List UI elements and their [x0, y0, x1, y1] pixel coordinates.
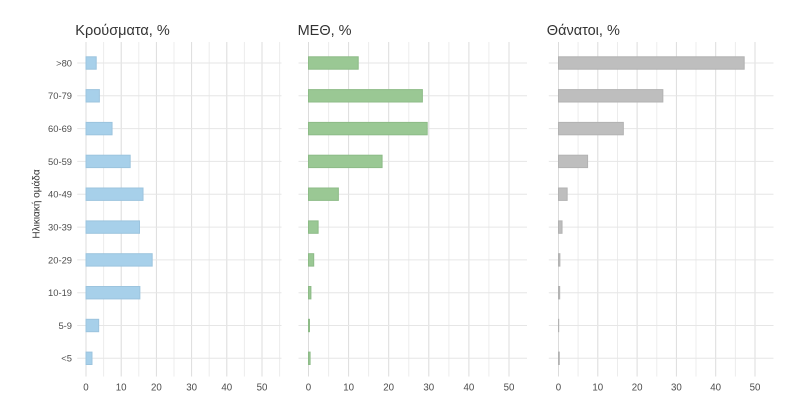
svg-text:>80: >80: [56, 57, 72, 68]
svg-text:40: 40: [464, 383, 475, 394]
svg-text:10: 10: [592, 383, 603, 394]
svg-text:30: 30: [186, 383, 197, 394]
svg-text:70-79: 70-79: [48, 90, 72, 101]
svg-text:40: 40: [221, 383, 232, 394]
svg-text:30: 30: [671, 383, 682, 394]
svg-text:Θάνατοι, %: Θάνατοι, %: [547, 23, 620, 39]
svg-text:40-49: 40-49: [48, 189, 72, 200]
svg-text:60-69: 60-69: [48, 123, 72, 134]
svg-text:30: 30: [423, 383, 434, 394]
svg-text:10: 10: [116, 383, 127, 394]
svg-text:10: 10: [343, 383, 354, 394]
svg-text:0: 0: [83, 383, 89, 394]
svg-text:5-9: 5-9: [58, 320, 72, 331]
svg-text:50: 50: [750, 383, 761, 394]
svg-text:40: 40: [710, 383, 721, 394]
svg-text:20: 20: [383, 383, 394, 394]
svg-text:0: 0: [556, 383, 562, 394]
svg-text:20: 20: [632, 383, 643, 394]
svg-text:50: 50: [504, 383, 515, 394]
svg-text:Ηλικιακή ομάδα: Ηλικιακή ομάδα: [30, 169, 42, 238]
svg-text:50: 50: [257, 383, 268, 394]
svg-text:ΜΕΘ, %: ΜΕΘ, %: [298, 23, 352, 39]
svg-text:50-59: 50-59: [48, 156, 72, 167]
svg-text:20: 20: [151, 383, 162, 394]
svg-text:30-39: 30-39: [48, 222, 72, 233]
svg-text:0: 0: [306, 383, 312, 394]
svg-text:Κρούσματα, %: Κρούσματα, %: [75, 23, 170, 39]
svg-text:10-19: 10-19: [48, 287, 72, 298]
svg-text:20-29: 20-29: [48, 254, 72, 265]
svg-text:<5: <5: [61, 353, 72, 364]
